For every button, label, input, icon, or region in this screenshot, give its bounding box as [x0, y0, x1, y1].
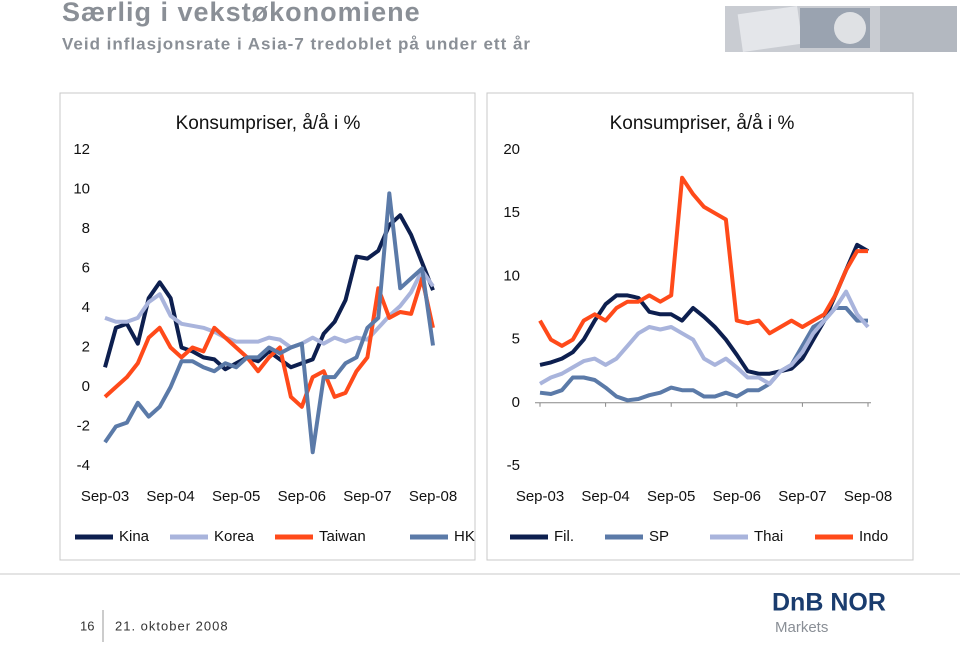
x-tick-label: Sep-05: [212, 488, 260, 505]
y-tick-label: 15: [503, 204, 520, 221]
page-number: 16: [80, 618, 94, 633]
x-tick-label: Sep-05: [647, 488, 695, 505]
x-tick-label: Sep-03: [81, 488, 129, 505]
chart-title: Konsumpriser, å/å i %: [176, 113, 361, 134]
legend-label: Thai: [754, 528, 783, 545]
logo-sub: Markets: [775, 619, 828, 636]
legend-label: Korea: [214, 528, 255, 545]
y-tick-label: 2: [82, 338, 90, 355]
series-line: [539, 306, 868, 403]
series-line: [538, 175, 868, 348]
legend-label: SP: [649, 528, 669, 545]
x-tick-label: Sep-08: [844, 488, 892, 505]
header-image: [725, 6, 957, 52]
legend-label: Fil.: [554, 528, 574, 545]
y-tick-label: 8: [82, 220, 90, 237]
x-tick-label: Sep-04: [581, 488, 629, 505]
slide-title: Særlig i vekstøkonomiene: [62, 0, 421, 27]
x-tick-label: Sep-06: [713, 488, 761, 505]
footer-date: 21. oktober 2008: [115, 618, 229, 633]
x-tick-label: Sep-08: [409, 488, 457, 505]
x-tick-label: Sep-04: [146, 488, 194, 505]
y-tick-label: 0: [82, 378, 90, 395]
y-tick-label: 12: [73, 141, 90, 158]
y-tick-label: 5: [512, 331, 520, 348]
series-line: [103, 276, 435, 409]
slide-subtitle: Veid inflasjonsrate i Asia-7 tredoblet p…: [62, 34, 531, 53]
x-tick-label: Sep-03: [516, 488, 564, 505]
logo: DnB NOR: [772, 589, 886, 617]
series-line: [103, 213, 435, 372]
x-tick-label: Sep-07: [343, 488, 391, 505]
x-tick-label: Sep-06: [278, 488, 326, 505]
y-tick-label: 20: [503, 141, 520, 158]
legend-label: Kina: [119, 528, 150, 545]
y-tick-label: -5: [507, 457, 520, 474]
legend-label: Taiwan: [319, 528, 366, 545]
x-tick-label: Sep-07: [778, 488, 826, 505]
series-line: [538, 289, 870, 386]
panel-frame: [59, 92, 476, 561]
series-line: [104, 268, 435, 350]
series-line: [539, 242, 870, 376]
chart-title: Konsumpriser, å/å i %: [610, 113, 795, 134]
y-tick-label: 0: [512, 394, 520, 411]
y-tick-label: -2: [77, 417, 90, 434]
y-tick-label: -4: [77, 457, 90, 474]
y-tick-label: 4: [82, 299, 90, 316]
legend-label: HK: [454, 528, 475, 545]
panel-frame: [486, 92, 914, 561]
legend-label: Indo: [859, 528, 888, 545]
y-tick-label: 10: [503, 267, 520, 284]
y-tick-label: 10: [73, 180, 90, 197]
series-line: [103, 191, 435, 455]
y-tick-label: 6: [82, 259, 90, 276]
